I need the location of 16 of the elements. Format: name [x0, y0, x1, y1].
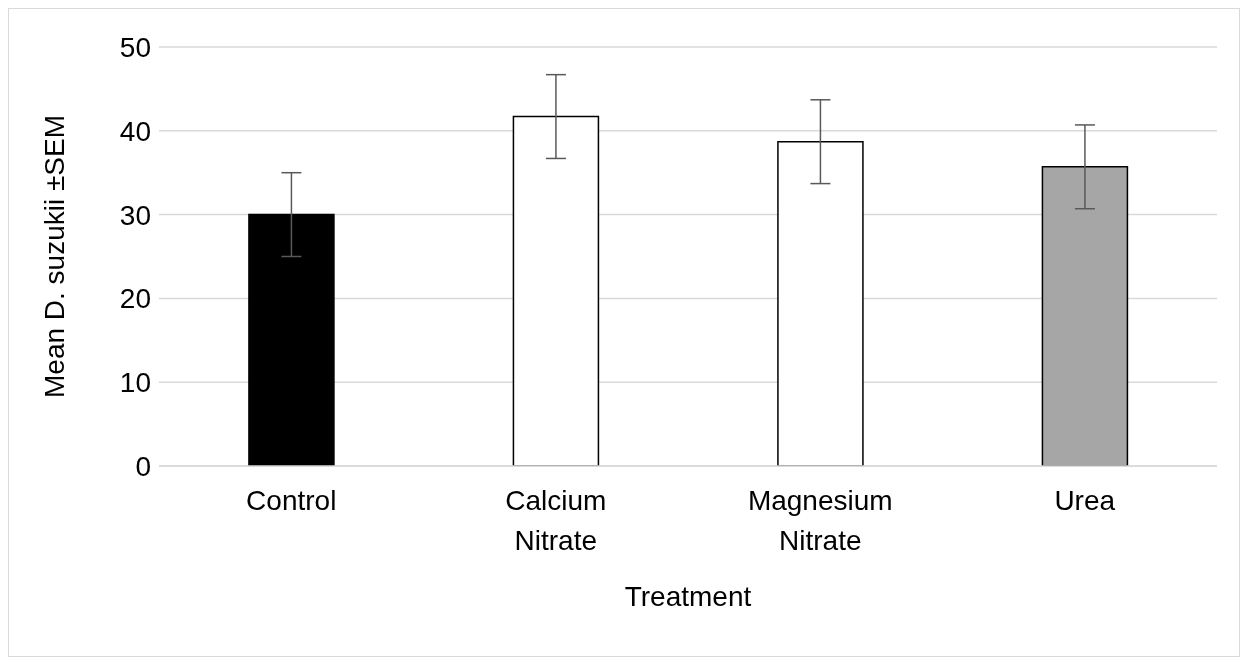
- y-axis-title: Mean D. suzukii ±SEM: [38, 114, 70, 399]
- x-tick-label: Magnesium Nitrate: [747, 485, 893, 556]
- bar: [777, 140, 864, 466]
- bar: [248, 213, 335, 466]
- y-tick-label: 20: [119, 283, 151, 315]
- y-tick-label: 50: [119, 31, 151, 63]
- bar: [512, 115, 600, 466]
- x-tick-label: Control: [246, 485, 337, 516]
- x-axis-title: Treatment: [624, 581, 752, 612]
- y-tick-label: 0: [135, 450, 151, 482]
- x-tick-label: Urea: [1054, 485, 1116, 516]
- y-tick-label: 10: [119, 367, 151, 399]
- bar: [1041, 166, 1129, 466]
- y-tick-label: 40: [119, 115, 151, 147]
- x-tick-label: Calcium Nitrate: [505, 485, 607, 556]
- y-tick-label: 30: [119, 199, 151, 231]
